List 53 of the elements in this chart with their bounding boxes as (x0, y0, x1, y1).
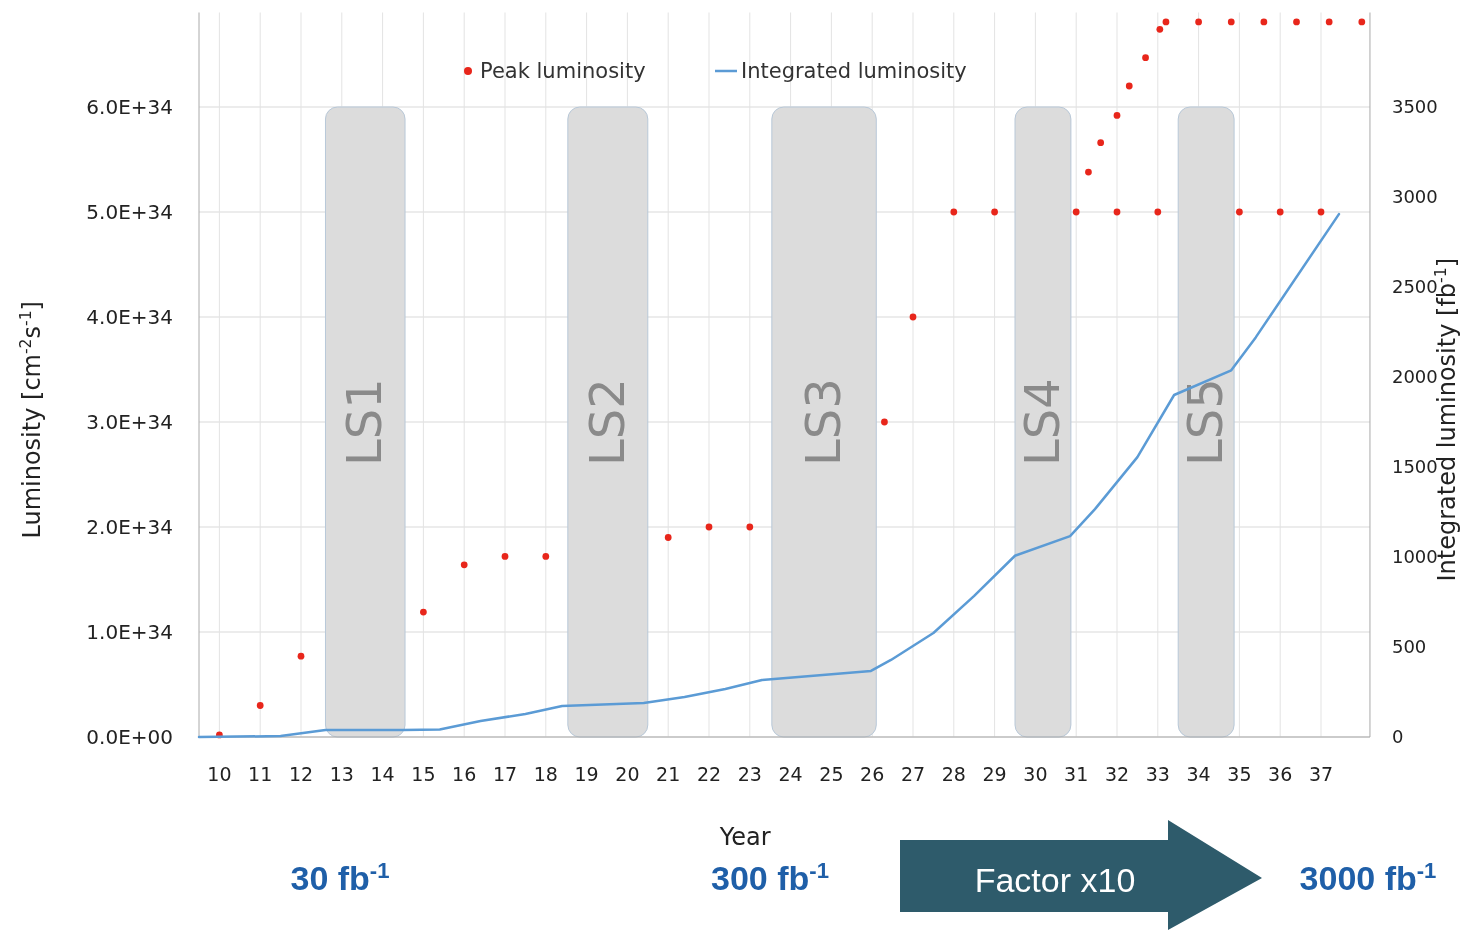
x-tick-label: 19 (574, 763, 599, 785)
x-tick-label: 29 (982, 763, 1007, 785)
y-tick-label: 5.0E+34 (86, 200, 173, 224)
y-tick-label: 3.0E+34 (86, 410, 173, 434)
x-tick-label: 28 (941, 763, 966, 785)
x-tick-label: 14 (370, 763, 395, 785)
x-tick-label: 27 (900, 763, 926, 785)
y2-tick-label: 3500 (1391, 96, 1438, 117)
x-tick-label: 35 (1227, 763, 1252, 785)
x-tick-label: 24 (778, 763, 803, 785)
text: Factor x10 (974, 861, 1136, 899)
x-tick-label: 18 (533, 763, 558, 785)
y2-tick-label: 3000 (1391, 186, 1438, 207)
line-series (197, 212, 1341, 739)
x-tick-label: 22 (696, 763, 722, 785)
x-tick-label: 32 (1104, 763, 1130, 785)
y2-tick-label: 2000 (1391, 366, 1438, 387)
x-axis-title: Year (718, 823, 771, 851)
x-tick-label: 21 (656, 763, 681, 785)
band-label: LS1 (336, 378, 393, 466)
x-tick-label: 26 (860, 763, 885, 785)
x-tick-label: 10 (207, 763, 232, 785)
y-tick-label: 4.0E+34 (86, 305, 173, 329)
x-tick-label: 20 (615, 763, 640, 785)
text: 300 fb$^{-1}$ (711, 857, 829, 897)
x-tick-label: 25 (819, 763, 844, 785)
x-tick-label: 37 (1308, 763, 1334, 785)
legend-label: Peak luminosity (480, 59, 646, 83)
y-tick-label: 6.0E+34 (86, 95, 173, 119)
x-tick-label: 11 (248, 763, 273, 785)
x-tick-label: 33 (1145, 763, 1170, 785)
band-label: LS4 (1013, 378, 1070, 466)
legend-label: Integrated luminosity (741, 59, 967, 83)
x-tick-label: 12 (288, 763, 314, 785)
x-tick-label: 34 (1186, 763, 1211, 785)
text: 3000 fb$^{-1}$ (1299, 857, 1437, 897)
y2-tick-label: 0 (1391, 726, 1404, 747)
y-tick-label: 2.0E+34 (86, 515, 173, 539)
band-label: LS3 (795, 378, 852, 466)
text: 30 fb$^{-1}$ (290, 857, 390, 897)
x-tick-label: 36 (1268, 763, 1293, 785)
band-label: LS5 (1177, 378, 1234, 466)
y-tick-label: 1.0E+34 (86, 620, 173, 644)
x-tick-label: 15 (411, 763, 436, 785)
x-tick-label: 31 (1064, 763, 1089, 785)
x-tick-label: 23 (737, 763, 762, 785)
y2-tick-label: 500 (1391, 636, 1427, 657)
x-tick-label: 17 (492, 763, 518, 785)
x-tick-label: 16 (452, 763, 477, 785)
x-tick-label: 30 (1023, 763, 1048, 785)
y-tick-label: 0.0E+00 (86, 725, 173, 749)
x-tick-label: 13 (329, 763, 354, 785)
band-label: LS2 (578, 378, 635, 466)
